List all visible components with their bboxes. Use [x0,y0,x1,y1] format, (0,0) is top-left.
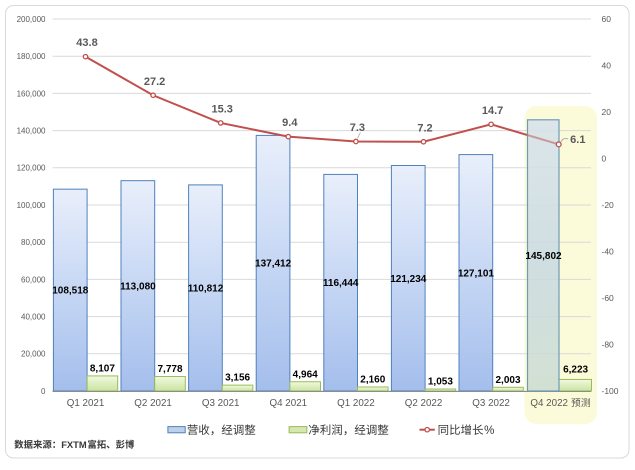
svg-text:1,053: 1,053 [428,377,453,388]
svg-text:0: 0 [602,154,607,164]
svg-text:40,000: 40,000 [21,313,46,322]
svg-text:200,000: 200,000 [17,15,46,24]
svg-text:110,812: 110,812 [188,283,224,294]
svg-text:43.8: 43.8 [76,37,97,49]
svg-text:Q4 2022: Q4 2022 [530,398,568,409]
svg-text:121,234: 121,234 [390,274,427,285]
svg-text:2,160: 2,160 [360,375,385,386]
svg-text:120,000: 120,000 [17,164,46,173]
svg-text:-100: -100 [602,386,619,396]
svg-text:116,444: 116,444 [323,278,359,289]
svg-text:-60: -60 [602,293,615,303]
svg-text:7.2: 7.2 [417,122,432,134]
svg-text:3,156: 3,156 [225,373,250,384]
svg-text:60,000: 60,000 [21,275,46,284]
svg-text:Q3 2021: Q3 2021 [202,398,240,409]
svg-text:137,412: 137,412 [255,259,292,270]
svg-text:113,080: 113,080 [120,281,156,292]
svg-text:Q1 2022: Q1 2022 [337,398,375,409]
svg-text:4,964: 4,964 [293,369,318,380]
svg-text:7.3: 7.3 [350,122,365,134]
svg-text:%: % [484,425,494,437]
svg-text:-80: -80 [602,340,615,350]
svg-text:160,000: 160,000 [17,89,46,98]
svg-text:60: 60 [602,14,612,24]
svg-text:145,802: 145,802 [525,251,562,262]
svg-text:20: 20 [602,107,612,117]
svg-text:2,003: 2,003 [495,375,520,386]
svg-text:180,000: 180,000 [17,52,46,61]
svg-text:Q4 2021: Q4 2021 [270,398,308,409]
svg-text:7,778: 7,778 [157,364,182,375]
svg-text:108,518: 108,518 [52,286,89,297]
svg-text:15.3: 15.3 [211,103,232,115]
svg-text:100,000: 100,000 [17,201,46,210]
svg-text:20,000: 20,000 [21,350,46,359]
svg-text:Q2 2021: Q2 2021 [134,398,172,409]
svg-text:-40: -40 [602,247,615,257]
svg-text:Q2 2022: Q2 2022 [405,398,443,409]
svg-text:127,101: 127,101 [458,268,495,279]
svg-text:14.7: 14.7 [482,105,503,117]
svg-text:6,223: 6,223 [563,364,588,375]
svg-text:27.2: 27.2 [144,76,165,88]
svg-text:40: 40 [602,61,612,71]
svg-text:-20: -20 [602,200,615,210]
svg-text:6.1: 6.1 [570,134,585,146]
svg-text:9.4: 9.4 [282,117,298,129]
svg-text:80,000: 80,000 [21,238,46,247]
svg-text:140,000: 140,000 [17,127,46,136]
svg-text:Q3 2022: Q3 2022 [472,398,510,409]
svg-text:8,107: 8,107 [90,363,115,374]
svg-text:FXTM: FXTM [61,439,87,450]
svg-text:Q1 2021: Q1 2021 [67,398,105,409]
svg-text:0: 0 [41,387,46,396]
